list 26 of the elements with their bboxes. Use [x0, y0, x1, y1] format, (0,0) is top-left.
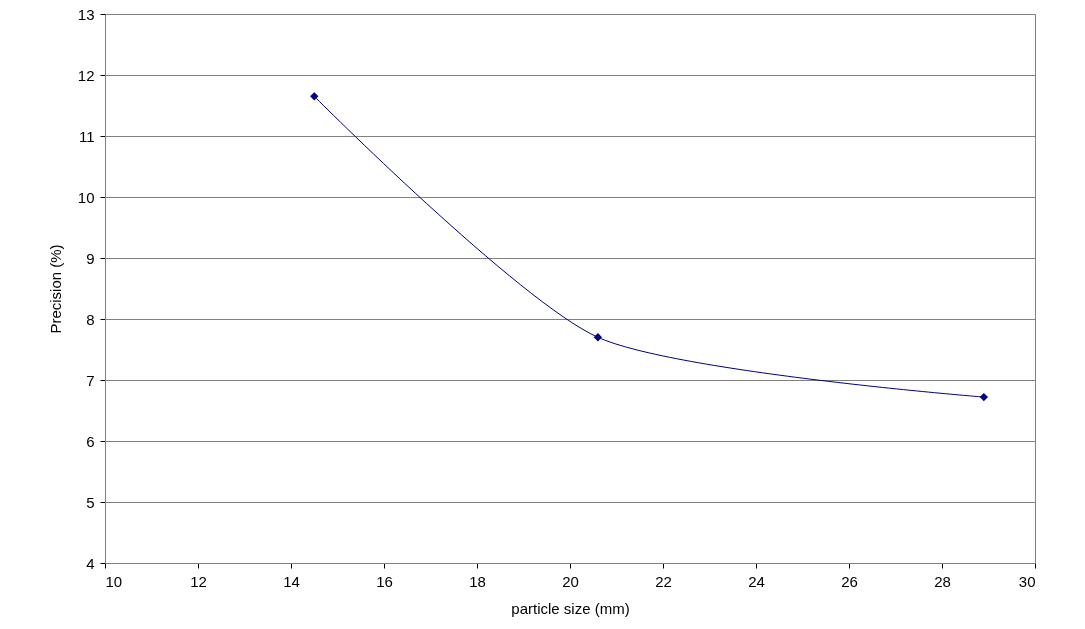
- x-axis-title: particle size (mm): [511, 599, 630, 617]
- x-tick-label: 30: [1018, 572, 1036, 590]
- y-tick-label: 4: [86, 554, 95, 572]
- point: [310, 92, 319, 101]
- y-tick-label: 8: [86, 310, 95, 328]
- x-tick-label: 16: [376, 572, 393, 590]
- y-tick-label: 13: [77, 5, 95, 23]
- x-tick-label: 22: [655, 572, 672, 590]
- x-tick-label: 24: [748, 572, 765, 590]
- x-tick-label: 26: [841, 572, 858, 590]
- y-tick-label: 9: [86, 249, 95, 267]
- y-tick-label: 6: [86, 432, 95, 450]
- y-tick-label: 12: [77, 66, 95, 84]
- y-tick-label: 10: [77, 188, 95, 206]
- point: [979, 392, 989, 402]
- x-tick-label: 10: [105, 572, 123, 590]
- x-tick-label: 28: [934, 572, 951, 590]
- x-tick-label: 12: [190, 572, 207, 590]
- x-tick-label: 20: [562, 572, 579, 590]
- point: [593, 333, 603, 342]
- x-tick-label: 14: [283, 572, 300, 590]
- y-axis-title: Precision (%): [46, 244, 64, 334]
- y-tick-label: 5: [86, 493, 95, 511]
- y-tick-label: 11: [78, 127, 95, 145]
- x-tick-label: 18: [469, 572, 486, 590]
- y-tick-label: 7: [86, 371, 95, 389]
